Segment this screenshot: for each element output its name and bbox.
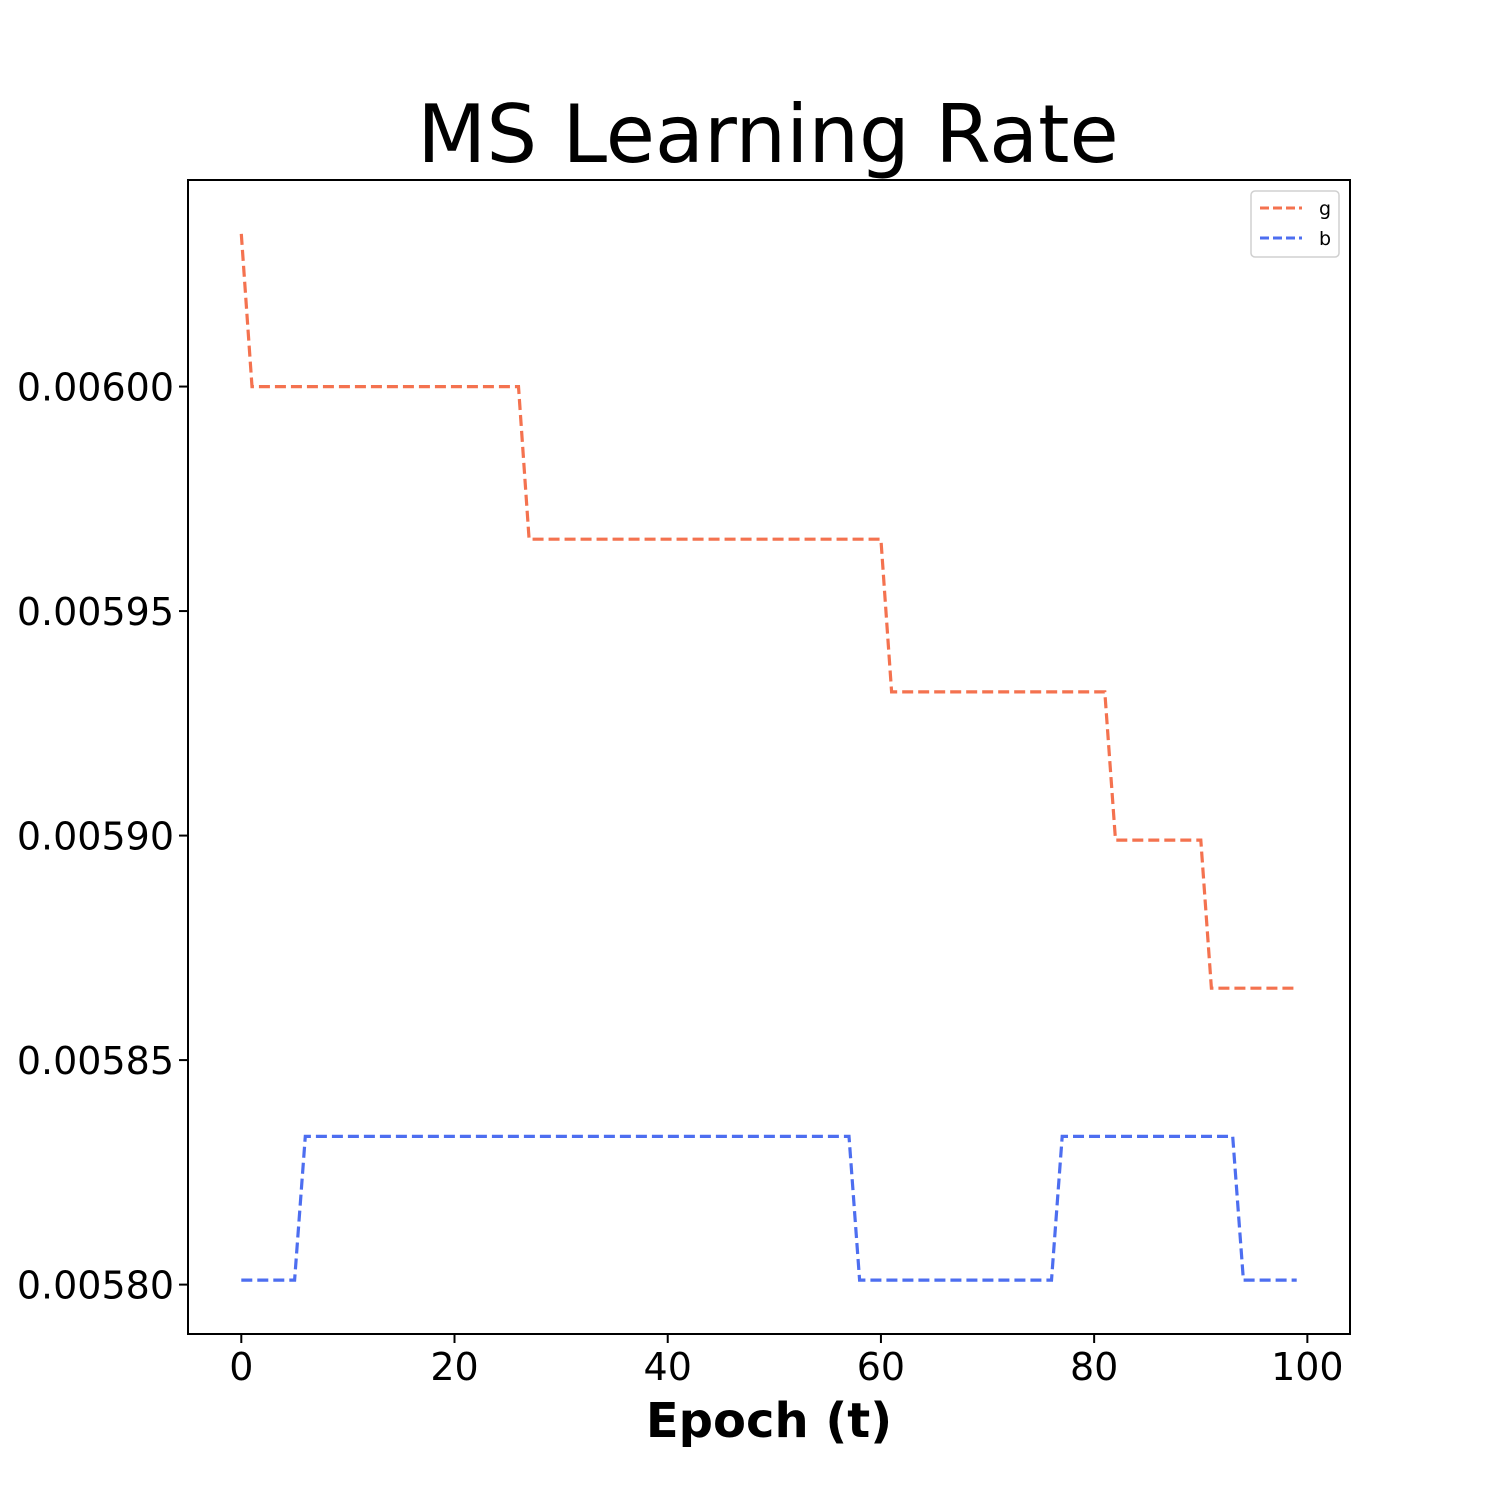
y-tick-label: 0.00580 bbox=[17, 1264, 174, 1308]
x-tick-label: 20 bbox=[430, 1345, 478, 1389]
x-tick-label: 40 bbox=[644, 1345, 692, 1389]
y-tick-label: 0.00595 bbox=[17, 590, 174, 634]
x-tick-label: 60 bbox=[857, 1345, 905, 1389]
legend-label-g: g bbox=[1319, 198, 1331, 220]
legend: gb bbox=[1250, 190, 1340, 258]
x-tick-label: 80 bbox=[1070, 1345, 1118, 1389]
x-axis-label: Epoch (t) bbox=[646, 1393, 892, 1449]
legend-label-b: b bbox=[1319, 228, 1331, 250]
x-tick-label: 0 bbox=[229, 1345, 253, 1389]
chart-title: MS Learning Rate bbox=[417, 88, 1118, 181]
y-tick-label: 0.00600 bbox=[17, 366, 174, 410]
y-tick-label: 0.00590 bbox=[17, 815, 174, 859]
plot-area-frame bbox=[187, 179, 1351, 1335]
x-tick-label: 100 bbox=[1271, 1345, 1344, 1389]
y-tick-label: 0.00585 bbox=[17, 1039, 174, 1083]
series-line-g bbox=[239, 233, 1297, 990]
series-line-b bbox=[241, 1134, 1297, 1282]
